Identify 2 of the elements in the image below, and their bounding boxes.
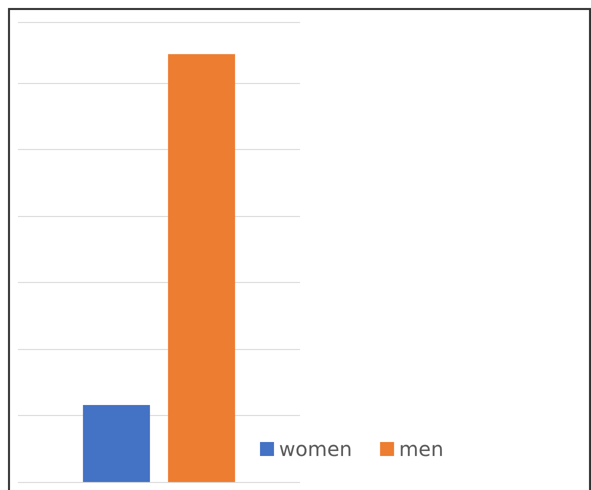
legend-label: women	[279, 437, 352, 461]
legend-label: men	[399, 437, 444, 461]
